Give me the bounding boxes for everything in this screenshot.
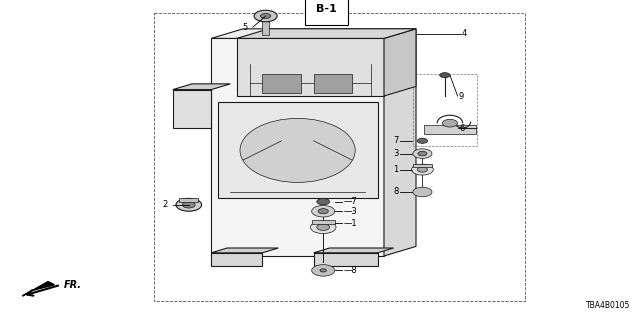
Circle shape: [418, 151, 427, 156]
Polygon shape: [211, 29, 416, 38]
Bar: [179, 198, 198, 202]
Circle shape: [182, 202, 195, 208]
Text: 4: 4: [462, 29, 467, 38]
Circle shape: [260, 13, 271, 19]
Circle shape: [310, 221, 336, 234]
Bar: [312, 220, 335, 224]
Bar: [218, 102, 378, 198]
Polygon shape: [424, 125, 476, 134]
Polygon shape: [22, 282, 54, 296]
Polygon shape: [211, 248, 278, 253]
Circle shape: [320, 269, 326, 272]
Circle shape: [254, 10, 277, 22]
Text: 5: 5: [243, 23, 248, 32]
Bar: [173, 90, 211, 128]
Circle shape: [318, 209, 328, 214]
Circle shape: [176, 198, 202, 211]
Circle shape: [412, 164, 433, 175]
Text: —3: —3: [344, 207, 357, 216]
Circle shape: [440, 73, 450, 78]
Polygon shape: [173, 84, 230, 90]
Bar: [237, 38, 384, 96]
Polygon shape: [237, 29, 416, 38]
Circle shape: [413, 187, 432, 197]
Text: 2: 2: [163, 200, 168, 209]
Circle shape: [417, 167, 428, 172]
Text: 8: 8: [394, 188, 399, 196]
Bar: [314, 253, 378, 266]
Text: 6: 6: [459, 124, 464, 132]
Text: —1: —1: [344, 219, 357, 228]
Text: FR.: FR.: [64, 280, 82, 291]
Text: 3: 3: [394, 149, 399, 158]
Polygon shape: [314, 248, 394, 253]
Text: 9: 9: [459, 92, 464, 100]
Ellipse shape: [240, 118, 355, 182]
Bar: [211, 38, 384, 256]
Bar: [211, 253, 262, 266]
Bar: [314, 74, 352, 93]
Circle shape: [317, 198, 330, 205]
Circle shape: [312, 205, 335, 217]
Polygon shape: [384, 29, 416, 96]
Text: B-1: B-1: [316, 4, 337, 14]
Circle shape: [442, 119, 458, 127]
Bar: [262, 18, 269, 35]
Polygon shape: [384, 29, 416, 256]
Text: 7: 7: [394, 136, 399, 145]
Bar: [413, 164, 432, 167]
Circle shape: [312, 265, 335, 276]
Bar: [262, 74, 301, 93]
Circle shape: [413, 149, 432, 158]
Circle shape: [417, 138, 428, 143]
Text: —7: —7: [344, 197, 357, 206]
Text: TBA4B0105: TBA4B0105: [586, 301, 630, 310]
Text: 1: 1: [394, 165, 399, 174]
Circle shape: [317, 224, 330, 230]
Text: —8: —8: [344, 266, 357, 275]
